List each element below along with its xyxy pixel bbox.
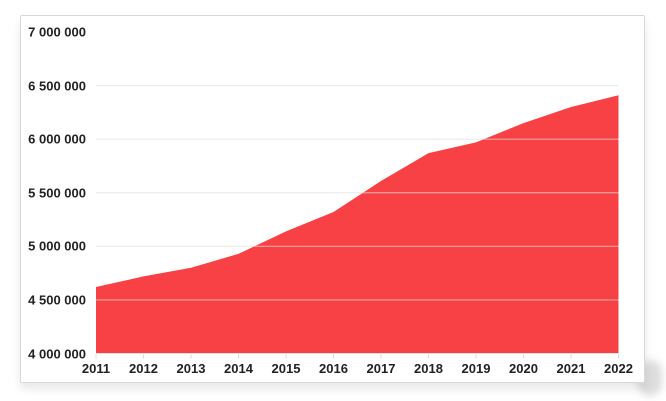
y-tick-label: 4 500 000 — [28, 292, 86, 308]
x-tick-label: 2012 — [129, 361, 158, 376]
area-chart — [95, 84, 619, 359]
x-tick-label: 2019 — [461, 361, 491, 376]
x-tick-label: 2013 — [176, 361, 206, 376]
y-tick-label: 4 000 000 — [28, 346, 86, 361]
x-tick-label: 2018 — [414, 361, 443, 376]
x-tick-label: 2011 — [81, 361, 111, 376]
x-tick-label: 2017 — [366, 361, 396, 376]
x-tick-label: 2015 — [271, 361, 301, 376]
x-tick-label: 2016 — [319, 361, 348, 376]
chart-card: 4 000 000 4 500 000 5 000 000 5 500 000 6 00… — [20, 15, 645, 383]
area-series — [96, 95, 619, 354]
y-tick-label: 6 000 000 — [28, 131, 86, 147]
y-tick-label: 7 000 000 — [28, 24, 86, 40]
x-tick-label: 2020 — [509, 361, 538, 376]
x-tick-label: 2014 — [224, 361, 253, 376]
x-tick-label: 2022 — [604, 361, 633, 376]
y-tick-label: 5 500 000 — [28, 185, 86, 201]
y-tick-label: 5 000 000 — [28, 238, 86, 254]
y-tick-label: 6 500 000 — [28, 78, 86, 94]
x-tick-label: 2021 — [556, 361, 586, 376]
